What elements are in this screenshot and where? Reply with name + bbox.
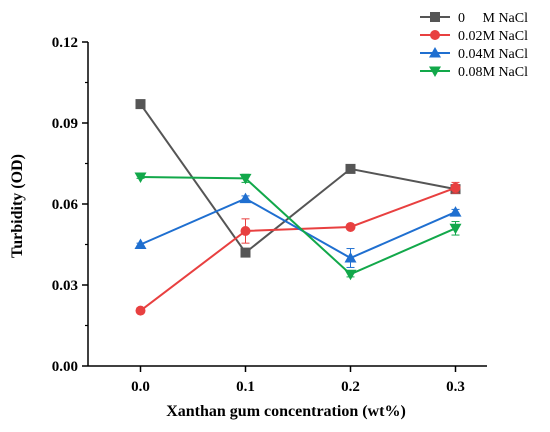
series-1 (135, 181, 461, 316)
legend-entry-0: 0 M NaCl (420, 11, 528, 26)
data-point (239, 192, 252, 204)
series-3 (134, 172, 462, 281)
x-axis-ticks: 0.0 0.1 0.2 0.3 (131, 366, 465, 395)
legend-label: 0.08M NaCl (458, 65, 528, 80)
data-point (135, 305, 146, 316)
legend-label: 0.04M NaCl (458, 47, 528, 62)
y-tick-label: 0.03 (52, 278, 78, 294)
legend-entry-2: 0.04M NaCl (420, 47, 528, 62)
y-axis-ticks: 0.00 0.03 0.06 0.09 0.12 (52, 35, 88, 375)
x-tick-label: 0.1 (236, 379, 255, 395)
x-tick-label: 0.0 (131, 379, 150, 395)
legend-marker (430, 12, 440, 22)
data-point (344, 269, 357, 281)
y-tick-label: 0.12 (52, 35, 78, 51)
series-2 (134, 192, 462, 268)
data-point (240, 226, 251, 236)
series-layer (134, 99, 462, 316)
legend-marker (430, 30, 440, 40)
series-line (140, 197, 456, 260)
data-point (239, 173, 252, 185)
data-point (450, 182, 461, 193)
x-tick-label: 0.3 (446, 379, 465, 395)
data-point (240, 247, 251, 258)
legend-label: 0 M NaCl (458, 11, 528, 26)
series-line (140, 176, 456, 276)
x-tick-label: 0.2 (341, 379, 360, 395)
legend: 0 M NaCl 0.02M NaCl 0.04M NaCl 0.08M NaCl (420, 11, 528, 80)
legend-marker (429, 66, 441, 77)
data-point (344, 252, 357, 263)
y-tick-label: 0.06 (52, 197, 79, 213)
legend-label: 0.02M NaCl (458, 29, 528, 44)
data-point (134, 238, 147, 249)
data-point (449, 223, 462, 235)
y-tick-label: 0.00 (52, 359, 78, 375)
legend-marker (429, 47, 441, 58)
data-point (345, 221, 356, 232)
y-tick-label: 0.09 (52, 116, 78, 132)
y-axis-title: Turbidity (OD) (9, 154, 26, 258)
legend-entry-3: 0.08M NaCl (420, 65, 528, 80)
data-point (345, 163, 356, 174)
legend-entry-1: 0.02M NaCl (420, 29, 528, 44)
data-point (135, 99, 146, 110)
data-point (134, 172, 147, 183)
x-axis-title: Xanthan gum concentration (wt%) (166, 403, 406, 420)
plot-frame (87, 42, 487, 367)
data-point (449, 206, 462, 217)
